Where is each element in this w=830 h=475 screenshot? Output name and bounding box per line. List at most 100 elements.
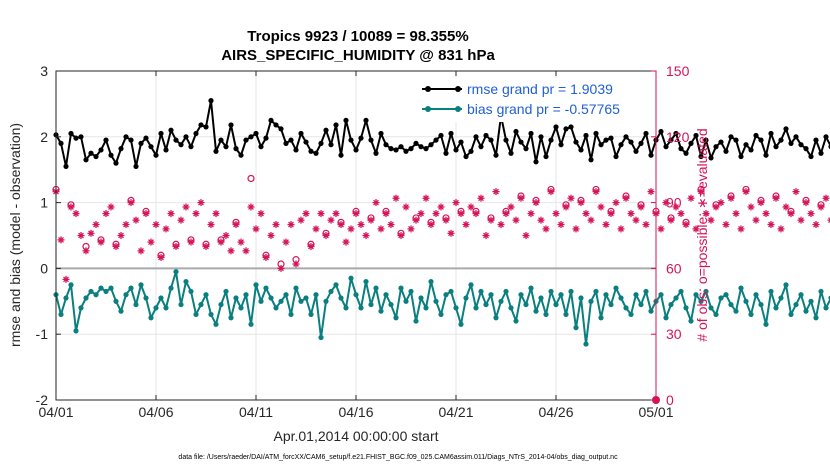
obs-evaluated-marker	[583, 210, 590, 217]
rmse-point	[238, 153, 243, 158]
obs-evaluated-marker	[378, 225, 385, 232]
bias-point	[103, 289, 108, 294]
bias-point	[718, 295, 723, 300]
obs-evaluated-marker	[608, 210, 615, 217]
y-left-tick-label: 3	[40, 63, 48, 79]
obs-evaluated-marker	[353, 210, 360, 217]
rmse-point	[773, 144, 778, 149]
y-right-tick-label: 30	[666, 326, 682, 342]
rmse-point	[428, 142, 433, 147]
rmse-point	[778, 137, 783, 142]
obs-evaluated-marker	[258, 210, 265, 217]
obs-evaluated-marker	[68, 203, 75, 210]
obs-evaluated-marker	[508, 203, 515, 210]
obs-evaluated-marker	[513, 217, 520, 224]
obs-evaluated-marker	[643, 221, 650, 228]
obs-evaluated-marker	[203, 243, 210, 250]
bias-point	[813, 315, 818, 320]
chart-title-line1: Tropics 9923 / 10089 = 98.355%	[247, 28, 468, 45]
rmse-point	[493, 153, 498, 158]
rmse-point	[643, 131, 648, 136]
rmse-point	[758, 137, 763, 142]
rmse-point	[453, 147, 458, 152]
obs-evaluated-marker	[558, 221, 565, 228]
bias-point	[543, 312, 548, 317]
obs-evaluated-marker	[148, 239, 155, 246]
rmse-point	[373, 151, 378, 156]
rmse-point	[558, 142, 563, 147]
bias-point	[743, 299, 748, 304]
rmse-point	[63, 164, 68, 169]
rmse-point	[508, 151, 513, 156]
obs-evaluated-marker	[263, 254, 270, 261]
bias-point	[318, 335, 323, 340]
obs-evaluated-marker	[183, 203, 190, 210]
obs-evaluated-marker	[383, 210, 390, 217]
y-axis-right-label: # of obs: o=possible; ∗=evaluated	[694, 128, 710, 341]
rmse-point	[143, 136, 148, 141]
bias-point	[348, 276, 353, 281]
obs-evaluated-marker	[403, 203, 410, 210]
bias-point	[208, 312, 213, 317]
obs-evaluated-marker	[723, 221, 730, 228]
obs-evaluated-marker	[138, 247, 145, 254]
bias-point	[443, 292, 448, 297]
bias-point	[278, 299, 283, 304]
rmse-point	[383, 142, 388, 147]
data-file-footer: data file: /Users/raeder/DAI/ATM_forcXX/…	[178, 454, 618, 461]
rmse-point	[173, 137, 178, 142]
y-right-tick-label: 0	[666, 392, 674, 408]
bias-point	[643, 289, 648, 294]
bias-point	[818, 289, 823, 294]
obs-evaluated-marker	[248, 203, 255, 210]
bias-point	[398, 286, 403, 291]
rmse-point	[783, 126, 788, 131]
bias-point	[233, 295, 238, 300]
rmse-point	[208, 98, 213, 103]
rmse-point	[193, 131, 198, 136]
bias-point	[138, 282, 143, 287]
bias-point	[168, 286, 173, 291]
bias-point	[573, 325, 578, 330]
bias-point	[293, 286, 298, 291]
obs-evaluated-marker	[493, 188, 500, 195]
rmse-point	[398, 144, 403, 149]
bias-point	[358, 305, 363, 310]
bias-point	[268, 295, 273, 300]
bias-point	[593, 289, 598, 294]
obs-evaluated-marker	[313, 225, 320, 232]
rmse-point	[73, 136, 78, 141]
obs-evaluated-marker	[453, 199, 460, 206]
rmse-point	[258, 144, 263, 149]
bias-point	[648, 309, 653, 314]
rmse-point	[213, 149, 218, 154]
rmse-point	[753, 133, 758, 138]
rmse-point	[353, 147, 358, 152]
bias-point	[338, 295, 343, 300]
rmse-point	[388, 146, 393, 151]
obs-evaluated-marker	[823, 195, 830, 202]
rmse-point	[518, 139, 523, 144]
rmse-point	[118, 146, 123, 151]
rmse-point	[503, 137, 508, 142]
obs-evaluated-marker	[283, 239, 290, 246]
rmse-point	[793, 134, 798, 139]
rmse-point	[218, 137, 223, 142]
bias-point	[808, 299, 813, 304]
y-right-tick-label: 60	[666, 260, 682, 276]
legend-rmse-label: rmse grand pr = 1.9039	[467, 81, 613, 97]
rmse-point	[188, 144, 193, 149]
bias-point	[523, 302, 528, 307]
obs-evaluated-marker	[393, 195, 400, 202]
bias-point	[618, 295, 623, 300]
bias-point	[118, 309, 123, 314]
rmse-point	[438, 133, 443, 138]
rmse-point	[253, 131, 258, 136]
rmse-point	[513, 129, 518, 134]
obs-evaluated-marker	[178, 217, 185, 224]
rmse-point	[148, 144, 153, 149]
bias-point	[183, 279, 188, 284]
rmse-point	[288, 137, 293, 142]
obs-evaluated-marker	[428, 221, 435, 228]
